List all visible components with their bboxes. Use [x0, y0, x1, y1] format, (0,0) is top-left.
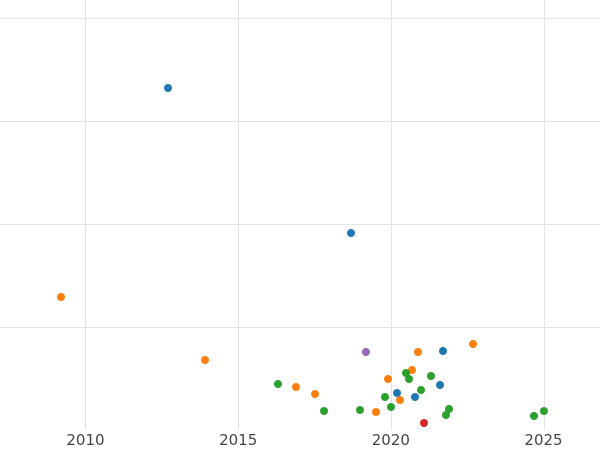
data-point-series-red	[420, 418, 429, 427]
data-point-series-blue	[435, 380, 444, 389]
data-point-series-blue	[347, 229, 356, 238]
data-point-series-orange	[414, 347, 423, 356]
data-point-series-blue	[411, 393, 420, 401]
data-point-series-orange	[469, 340, 478, 349]
data-point-series-green	[417, 385, 426, 394]
gridline-y	[0, 223, 600, 225]
gridline-x	[85, 0, 87, 430]
data-point-series-green	[319, 407, 328, 416]
data-point-series-green	[530, 411, 539, 420]
gridline-y	[0, 17, 600, 19]
gridline-x	[238, 0, 240, 430]
data-point-series-orange	[57, 292, 66, 301]
data-point-series-blue	[438, 346, 447, 355]
data-point-series-green	[273, 379, 282, 388]
data-point-series-orange	[310, 389, 319, 398]
data-point-series-orange	[371, 408, 380, 417]
x-tick-label: 2015	[219, 431, 258, 449]
data-point-series-green	[444, 405, 453, 414]
data-point-series-green	[405, 375, 414, 384]
x-tick-label: 2025	[524, 431, 563, 449]
plot-area	[0, 0, 600, 430]
data-point-series-green	[356, 406, 365, 415]
gridline-y	[0, 120, 600, 122]
data-point-series-green	[380, 393, 389, 401]
data-point-series-orange	[396, 396, 404, 405]
gridline-y	[0, 326, 600, 328]
data-point-series-orange	[383, 375, 392, 384]
data-point-series-blue	[163, 83, 172, 92]
x-tick-label: 2010	[66, 431, 105, 449]
data-point-series-blue	[392, 388, 401, 397]
gridline-x	[543, 0, 545, 430]
data-point-series-orange	[408, 366, 417, 375]
data-point-series-orange	[200, 355, 209, 364]
data-point-series-green	[402, 369, 411, 378]
data-point-series-purple	[362, 347, 371, 356]
data-point-series-green	[539, 407, 548, 416]
data-point-series-orange	[292, 382, 301, 391]
data-point-series-green	[441, 410, 450, 419]
data-point-series-green	[426, 372, 435, 381]
gridline-x	[390, 0, 392, 430]
x-tick-label: 2020	[371, 431, 410, 449]
data-point-series-green	[386, 403, 395, 412]
